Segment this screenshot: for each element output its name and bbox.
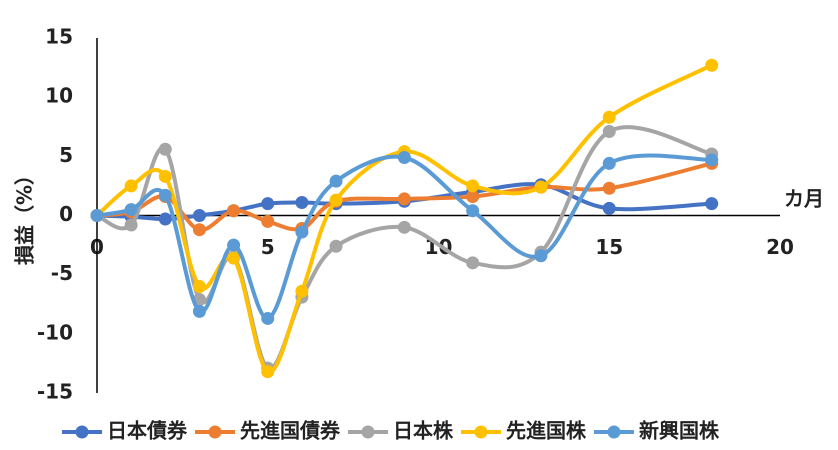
y-tick-label: -15 <box>37 380 73 404</box>
series-marker <box>705 197 719 211</box>
legend-marker <box>607 425 621 439</box>
legend-marker <box>474 425 488 439</box>
series-marker <box>261 197 275 211</box>
y-tick-label: 10 <box>45 84 73 108</box>
legend-label: 日本株 <box>393 419 454 443</box>
series-marker <box>192 223 206 237</box>
series-marker <box>158 142 172 156</box>
x-tick-label: 20 <box>766 235 794 259</box>
series-marker <box>329 239 343 253</box>
series-marker <box>397 220 411 234</box>
legend-label: 新興国株 <box>639 419 720 443</box>
series-marker <box>227 251 241 265</box>
legend-label: 先進国債券 <box>240 419 341 443</box>
series-marker <box>192 280 206 293</box>
series-marker <box>124 179 138 193</box>
series-marker <box>466 256 480 270</box>
x-tick-label: 5 <box>261 235 275 259</box>
series-marker <box>534 180 548 194</box>
series-marker <box>602 156 616 170</box>
series-marker <box>261 214 275 228</box>
x-tick-label: 15 <box>595 235 623 259</box>
series-marker <box>295 195 309 209</box>
y-tick-label: -10 <box>37 320 73 344</box>
series-marker <box>397 151 411 165</box>
series-marker <box>261 365 275 379</box>
y-axis-label: 損益（%） <box>13 165 37 265</box>
series-marker <box>602 201 616 215</box>
series-marker <box>705 153 719 167</box>
series-marker <box>466 204 480 218</box>
legend-marker <box>361 425 375 439</box>
series-marker <box>158 188 172 202</box>
legend-label: 日本債券 <box>107 419 188 443</box>
y-tick-label: 5 <box>59 143 73 167</box>
series-marker <box>192 209 206 222</box>
series-marker <box>158 169 172 183</box>
series-marker <box>90 209 104 222</box>
series-marker <box>227 204 241 218</box>
legend-marker <box>208 425 222 439</box>
y-tick-label: 15 <box>45 25 73 49</box>
series-marker <box>602 181 616 195</box>
series-marker <box>295 225 309 239</box>
y-tick-label: 0 <box>59 202 73 226</box>
series-marker <box>466 179 480 193</box>
legend-marker <box>75 425 89 439</box>
series-marker <box>261 311 275 325</box>
series-marker <box>705 58 719 72</box>
legend-label: 先進国株 <box>506 419 587 443</box>
series-marker <box>158 212 172 226</box>
series-marker <box>227 238 241 252</box>
series-marker <box>124 218 138 232</box>
series-marker <box>295 284 309 298</box>
series-marker <box>192 304 206 318</box>
series-marker <box>602 110 616 124</box>
series-marker <box>124 203 138 217</box>
series-marker <box>397 192 411 206</box>
series-marker <box>602 124 616 138</box>
series-marker <box>534 249 548 263</box>
series-marker <box>329 174 343 188</box>
y-tick-label: -5 <box>51 261 73 285</box>
series-marker <box>329 193 343 207</box>
x-axis-label: カ月 <box>784 187 824 211</box>
series-marker <box>466 190 480 204</box>
